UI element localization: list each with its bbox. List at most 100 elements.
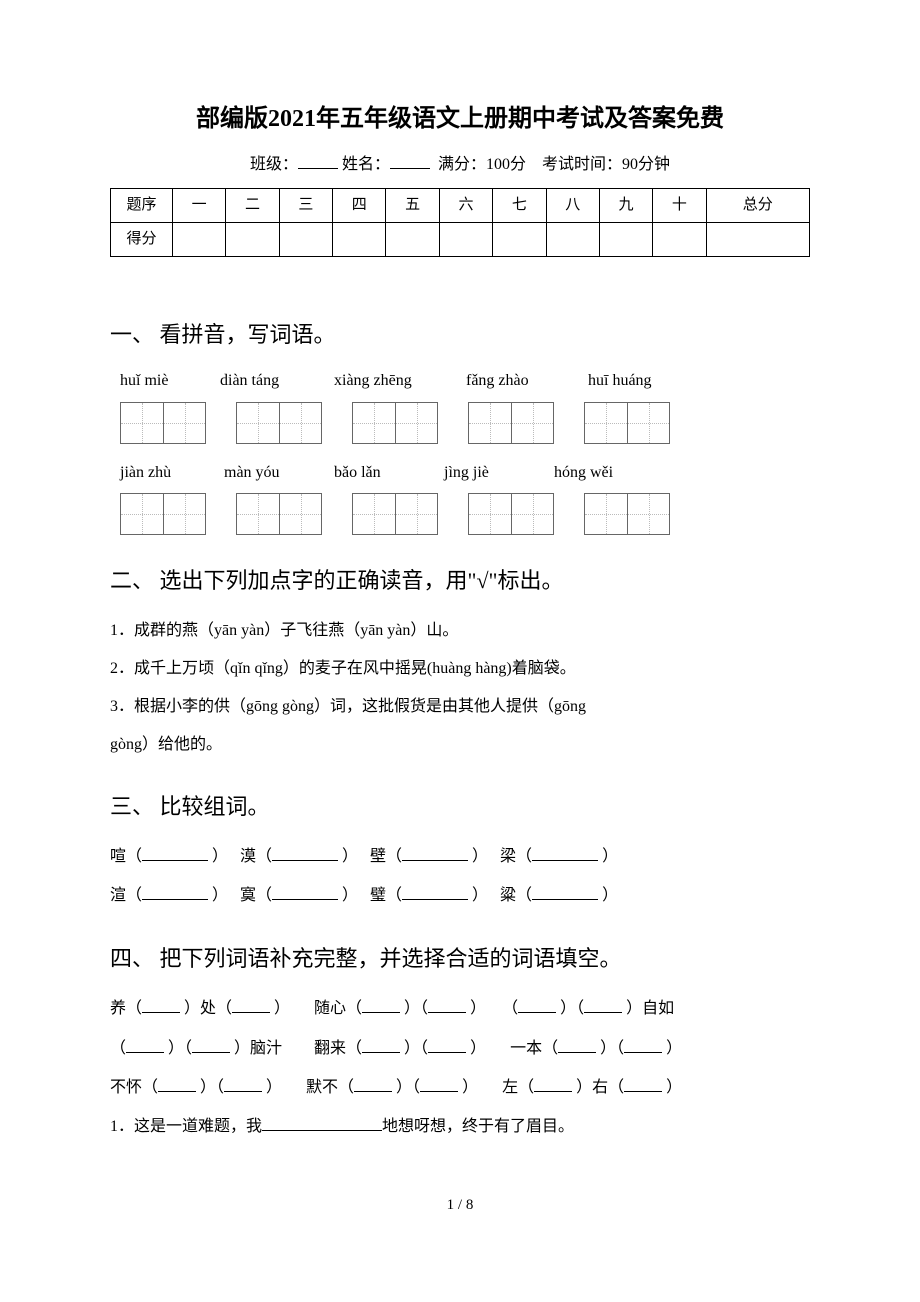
- s4-l2-c: ）脑汁 翻来（: [234, 1040, 362, 1057]
- blank[interactable]: [624, 1076, 662, 1092]
- s4-q1: 1．这是一道难题，我地想呀想，终于有了眉目。: [110, 1111, 810, 1143]
- char-box[interactable]: [120, 402, 206, 444]
- score-table: 题序 一 二 三 四 五 六 七 八 九 十 总分 得分: [110, 188, 810, 257]
- th-total: 总分: [706, 188, 809, 222]
- td-3[interactable]: [279, 222, 332, 256]
- char-box[interactable]: [236, 493, 322, 535]
- blank[interactable]: [532, 845, 598, 861]
- blank[interactable]: [534, 1076, 572, 1092]
- s2-q1: 1．成群的燕（yān yàn）子飞往燕（yān yàn）山。: [110, 615, 810, 647]
- td-total[interactable]: [706, 222, 809, 256]
- blank[interactable]: [532, 884, 598, 900]
- blank[interactable]: [362, 1037, 400, 1053]
- page-number: 1 / 8: [110, 1193, 810, 1217]
- char-box[interactable]: [352, 402, 438, 444]
- section-1-heading: 一、 看拼音，写词语。: [110, 317, 810, 352]
- s4-l3-g: ）: [666, 1079, 682, 1096]
- blank[interactable]: [420, 1076, 458, 1092]
- s3-l2-b: ） 寞（: [212, 887, 272, 904]
- blank[interactable]: [402, 884, 468, 900]
- pinyin-row-1: huǐ miè diàn táng xiàng zhēng fǎng zhào …: [120, 368, 810, 394]
- blank[interactable]: [428, 997, 466, 1013]
- td-10[interactable]: [653, 222, 706, 256]
- blank[interactable]: [558, 1037, 596, 1053]
- blank[interactable]: [158, 1076, 196, 1092]
- pinyin-2-2: màn yóu: [224, 460, 330, 486]
- s4-l2-a: （: [110, 1040, 126, 1057]
- class-blank[interactable]: [298, 153, 338, 169]
- blank[interactable]: [142, 997, 180, 1013]
- s4-l1-b: ）处（: [184, 1000, 232, 1017]
- s3-l1-d: ） 梁（: [472, 848, 532, 865]
- td-7[interactable]: [493, 222, 546, 256]
- pinyin-2-5: hóng wěi: [554, 460, 613, 486]
- th-8: 八: [546, 188, 599, 222]
- s4-line2: （ ）（ ）脑汁 翻来（ ）（ ） 一本（ ）（ ）: [110, 1032, 810, 1066]
- class-label: 班级：: [250, 156, 298, 173]
- blank[interactable]: [354, 1076, 392, 1092]
- class-info-line: 班级： 姓名： 满分：100分 考试时间：90分钟: [110, 152, 810, 178]
- blank[interactable]: [142, 845, 208, 861]
- pinyin-row-2: jiàn zhù màn yóu bǎo lǎn jìng jiè hóng w…: [120, 460, 810, 486]
- s4-l1-e: ） （: [470, 1000, 518, 1017]
- s4-l2-f: ）（: [600, 1040, 624, 1057]
- s4-l3-b: ）（: [200, 1079, 224, 1096]
- exam-time-label: 考试时间：90分钟: [542, 156, 670, 173]
- blank[interactable]: [584, 997, 622, 1013]
- s3-l2-a: 渲（: [110, 887, 142, 904]
- s4-l2-g: ）: [666, 1040, 682, 1057]
- pinyin-1-1: huǐ miè: [120, 368, 216, 394]
- blank[interactable]: [402, 845, 468, 861]
- section-2-heading: 二、 选出下列加点字的正确读音，用"√"标出。: [110, 563, 810, 598]
- td-8[interactable]: [546, 222, 599, 256]
- blank[interactable]: [142, 884, 208, 900]
- th-6: 六: [439, 188, 492, 222]
- pinyin-1-5: huī huáng: [588, 368, 652, 394]
- s4-line3: 不怀（ ）（ ） 默不（ ）（ ） 左（ ）右（ ）: [110, 1071, 810, 1105]
- blank[interactable]: [518, 997, 556, 1013]
- s3-l2-e: ）: [602, 887, 618, 904]
- blank[interactable]: [272, 884, 338, 900]
- blank[interactable]: [428, 1037, 466, 1053]
- char-box[interactable]: [352, 493, 438, 535]
- char-box[interactable]: [584, 402, 670, 444]
- blank[interactable]: [192, 1037, 230, 1053]
- td-1[interactable]: [173, 222, 226, 256]
- char-box[interactable]: [468, 493, 554, 535]
- pinyin-1-2: diàn táng: [220, 368, 330, 394]
- char-box[interactable]: [468, 402, 554, 444]
- s4-l2-d: ）（: [404, 1040, 428, 1057]
- th-7: 七: [493, 188, 546, 222]
- blank[interactable]: [272, 845, 338, 861]
- td-6[interactable]: [439, 222, 492, 256]
- pinyin-2-1: jiàn zhù: [120, 460, 220, 486]
- s2-q3a: 3．根据小李的供（gōng gòng）词，这批假货是由其他人提供（gōng: [110, 691, 810, 723]
- pinyin-2-4: jìng jiè: [444, 460, 550, 486]
- s3-line1: 喧（ ） 漠（ ） 壁（ ） 梁（ ）: [110, 840, 810, 874]
- td-9[interactable]: [599, 222, 652, 256]
- blank[interactable]: [232, 997, 270, 1013]
- char-box[interactable]: [120, 493, 206, 535]
- blank[interactable]: [362, 997, 400, 1013]
- char-box[interactable]: [584, 493, 670, 535]
- s4-l1-f: ）（: [560, 1000, 584, 1017]
- td-2[interactable]: [226, 222, 279, 256]
- pinyin-1-3: xiàng zhēng: [334, 368, 462, 394]
- blank[interactable]: [224, 1076, 262, 1092]
- s3-l2-c: ） 璧（: [342, 887, 402, 904]
- s3-line2: 渲（ ） 寞（ ） 璧（ ） 粱（ ）: [110, 879, 810, 913]
- th-seq: 题序: [111, 188, 173, 222]
- blank[interactable]: [126, 1037, 164, 1053]
- blank[interactable]: [262, 1115, 382, 1131]
- name-label: 姓名：: [342, 156, 390, 173]
- s4-l3-c: ） 默不（: [266, 1079, 354, 1096]
- td-5[interactable]: [386, 222, 439, 256]
- td-4[interactable]: [333, 222, 386, 256]
- char-box[interactable]: [236, 402, 322, 444]
- th-9: 九: [599, 188, 652, 222]
- s3-l1-b: ） 漠（: [212, 848, 272, 865]
- th-10: 十: [653, 188, 706, 222]
- blank[interactable]: [624, 1037, 662, 1053]
- name-blank[interactable]: [390, 153, 430, 169]
- th-2: 二: [226, 188, 279, 222]
